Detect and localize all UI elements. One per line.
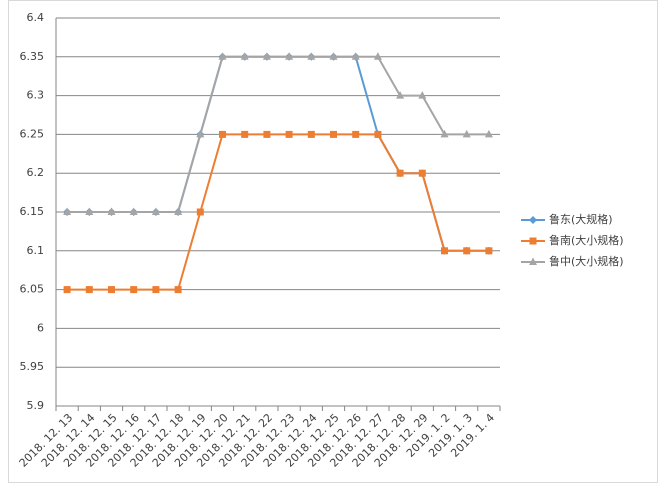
y-tick-label: 6.3 <box>27 89 45 102</box>
y-tick-label: 6.05 <box>20 283 45 296</box>
marker <box>330 130 337 138</box>
marker <box>85 207 94 215</box>
marker <box>462 129 471 138</box>
marker <box>107 207 116 215</box>
marker <box>152 286 160 294</box>
marker <box>351 52 360 60</box>
y-tick-label: 6.25 <box>20 127 45 140</box>
marker <box>485 247 493 255</box>
marker <box>241 130 249 138</box>
marker <box>329 52 338 60</box>
marker <box>196 208 204 216</box>
series-line <box>67 133 489 291</box>
marker <box>396 169 404 177</box>
y-tick-label: 5.9 <box>27 399 45 412</box>
marker <box>373 52 382 60</box>
marker <box>484 129 493 138</box>
marker <box>63 207 72 215</box>
marker <box>151 207 160 215</box>
marker <box>85 286 93 294</box>
marker <box>63 286 71 294</box>
y-tick-label: 5.95 <box>20 360 45 373</box>
marker <box>307 130 315 138</box>
chart-frame <box>8 0 658 483</box>
y-tick-label: 6.15 <box>20 205 45 218</box>
y-tick-label: 6.2 <box>27 166 45 179</box>
marker <box>374 130 382 138</box>
marker <box>218 52 227 60</box>
marker <box>307 52 316 60</box>
legend-label: 鲁东(大规格) <box>549 212 613 226</box>
series-line <box>67 55 489 213</box>
y-tick-label: 6 <box>37 321 44 334</box>
marker <box>129 207 138 215</box>
marker <box>529 237 537 245</box>
marker <box>418 91 427 99</box>
marker <box>108 286 115 294</box>
marker <box>529 216 537 224</box>
marker <box>352 130 360 138</box>
y-tick-label: 6.4 <box>27 11 45 24</box>
marker <box>174 286 182 294</box>
marker <box>263 130 271 138</box>
marker <box>440 129 449 138</box>
y-tick-label: 6.35 <box>20 50 45 63</box>
marker <box>396 91 405 99</box>
marker <box>262 52 271 60</box>
marker <box>240 52 249 60</box>
legend-label: 鲁中(大小规格) <box>549 254 624 268</box>
marker <box>463 247 471 255</box>
y-tick-label: 6.1 <box>27 244 45 257</box>
marker <box>285 52 294 60</box>
marker <box>219 130 226 138</box>
marker <box>285 130 293 138</box>
legend-label: 鲁南(大小规格) <box>549 233 624 247</box>
marker <box>418 169 426 177</box>
marker <box>174 207 183 215</box>
marker <box>130 286 138 294</box>
marker <box>441 247 448 255</box>
marker <box>196 129 205 138</box>
marker <box>529 257 537 265</box>
